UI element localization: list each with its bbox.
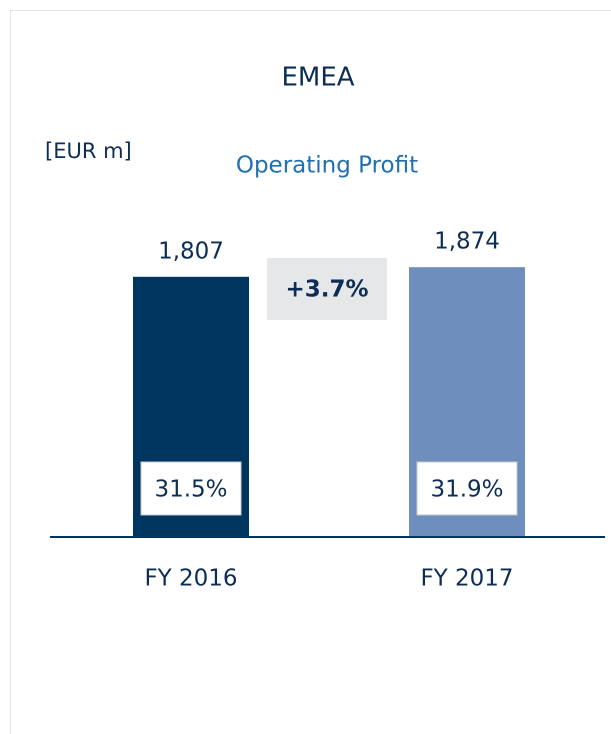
- chart-subtitle: Operating Profit: [236, 153, 418, 179]
- growth-label: +3.7%: [285, 277, 368, 303]
- margin-box: [140, 461, 242, 516]
- margin-box: [416, 461, 518, 516]
- margin-label: 31.9%: [430, 477, 503, 503]
- growth-box: [267, 258, 387, 320]
- x-tick-label: FY 2016: [144, 566, 237, 592]
- unit-label: [EUR m]: [45, 139, 132, 163]
- value-label: 1,807: [158, 238, 224, 264]
- margin-label: 31.5%: [154, 477, 227, 503]
- chart-title: EMEA: [281, 63, 354, 93]
- value-label: 1,874: [434, 229, 500, 255]
- frame: [10, 10, 611, 734]
- x-tick-label: FY 2017: [420, 566, 513, 592]
